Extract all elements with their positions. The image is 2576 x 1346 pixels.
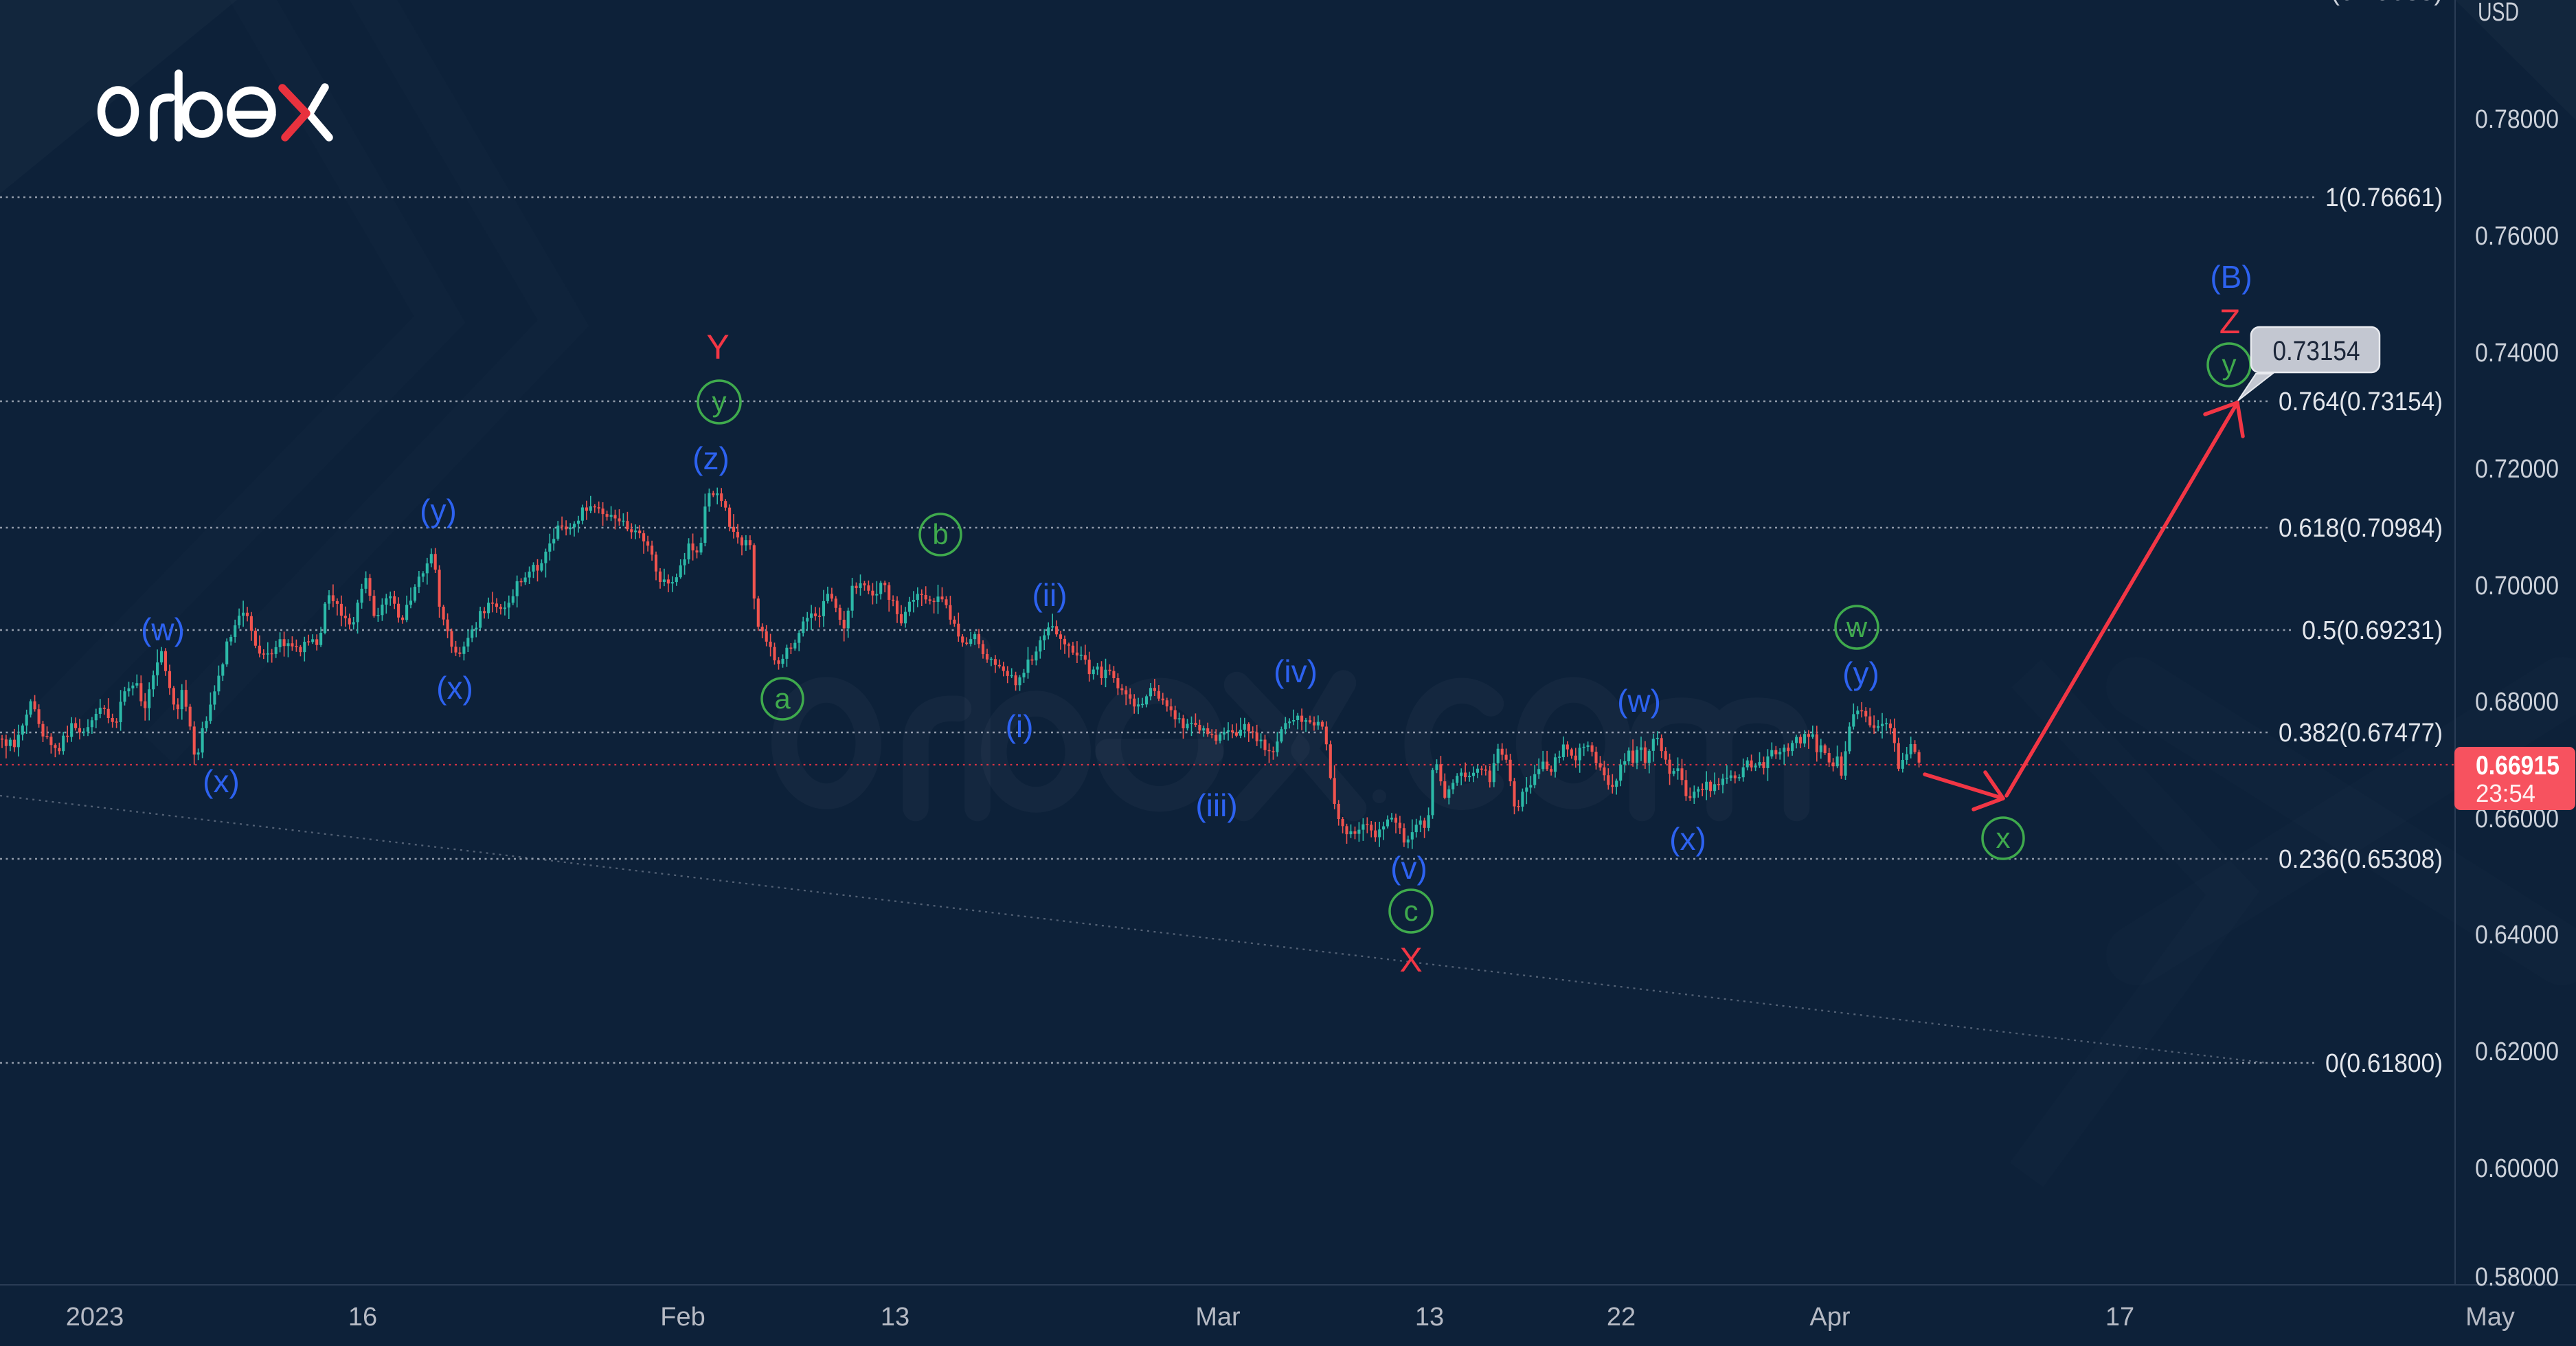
svg-text:Y: Y: [706, 328, 729, 366]
svg-text:(z): (z): [692, 440, 730, 476]
svg-text:0.70000: 0.70000: [2475, 572, 2559, 601]
svg-text:Apr: Apr: [1809, 1303, 1850, 1332]
svg-text:0.764(0.73154): 0.764(0.73154): [2279, 388, 2443, 416]
svg-text:(v): (v): [1390, 850, 1427, 886]
svg-text:(ii): (ii): [1032, 577, 1067, 613]
svg-text:0.236(0.65308): 0.236(0.65308): [2279, 845, 2443, 874]
svg-text:0.60000: 0.60000: [2475, 1154, 2559, 1183]
svg-text:USD: USD: [2478, 0, 2519, 27]
svg-text:(x): (x): [436, 670, 473, 706]
svg-text:(x): (x): [203, 763, 240, 799]
svg-text:2023: 2023: [66, 1303, 124, 1332]
svg-text:0(0.61800): 0(0.61800): [2325, 1049, 2443, 1078]
svg-text:b: b: [932, 518, 948, 550]
svg-text:0.58000: 0.58000: [2475, 1263, 2559, 1292]
svg-text:16: 16: [348, 1303, 377, 1332]
svg-text:(B): (B): [2210, 259, 2252, 295]
svg-text:Z: Z: [2219, 302, 2241, 341]
svg-text:0.64000: 0.64000: [2475, 921, 2559, 950]
svg-text:(w): (w): [141, 612, 185, 647]
svg-text:22: 22: [1607, 1303, 1636, 1332]
svg-text:0.618(0.70984): 0.618(0.70984): [2279, 514, 2443, 543]
svg-text:y: y: [712, 385, 727, 418]
svg-text:13: 13: [881, 1303, 909, 1332]
svg-text:0.72000: 0.72000: [2475, 455, 2559, 484]
svg-text:a: a: [774, 682, 791, 715]
svg-text:May: May: [2465, 1303, 2515, 1332]
svg-text:0.78000: 0.78000: [2475, 105, 2559, 134]
svg-text:1.272(0.79035): 1.272(0.79035): [2266, 0, 2443, 6]
svg-text:0.74000: 0.74000: [2475, 339, 2559, 368]
svg-text:0.66915: 0.66915: [2476, 751, 2560, 781]
svg-text:w: w: [1846, 611, 1868, 643]
svg-text:13: 13: [1415, 1303, 1444, 1332]
svg-text:0.68000: 0.68000: [2475, 688, 2559, 717]
svg-text:(x): (x): [1669, 821, 1706, 857]
svg-text:c: c: [1404, 895, 1419, 927]
svg-text:0.5(0.69231): 0.5(0.69231): [2302, 616, 2443, 645]
svg-text:(w): (w): [1617, 683, 1661, 719]
svg-text:0.73154: 0.73154: [2273, 336, 2360, 366]
svg-text:(i): (i): [1006, 708, 1034, 744]
svg-text:Mar: Mar: [1195, 1303, 1241, 1332]
svg-text:1(0.76661): 1(0.76661): [2325, 183, 2443, 212]
svg-text:(iv): (iv): [1274, 653, 1318, 689]
svg-text:(y): (y): [420, 493, 457, 528]
svg-text:(iii): (iii): [1195, 787, 1237, 823]
svg-text:X: X: [1399, 941, 1422, 979]
svg-text:x: x: [1996, 822, 2011, 854]
svg-text:Feb: Feb: [660, 1303, 705, 1332]
svg-text:23:54: 23:54: [2476, 779, 2535, 807]
svg-text:(y): (y): [1842, 655, 1879, 691]
svg-text:0.382(0.67477): 0.382(0.67477): [2279, 719, 2443, 748]
svg-text:0.76000: 0.76000: [2475, 222, 2559, 251]
svg-text:0.62000: 0.62000: [2475, 1037, 2559, 1066]
svg-text:y: y: [2222, 348, 2237, 381]
svg-text:17: 17: [2105, 1303, 2134, 1332]
